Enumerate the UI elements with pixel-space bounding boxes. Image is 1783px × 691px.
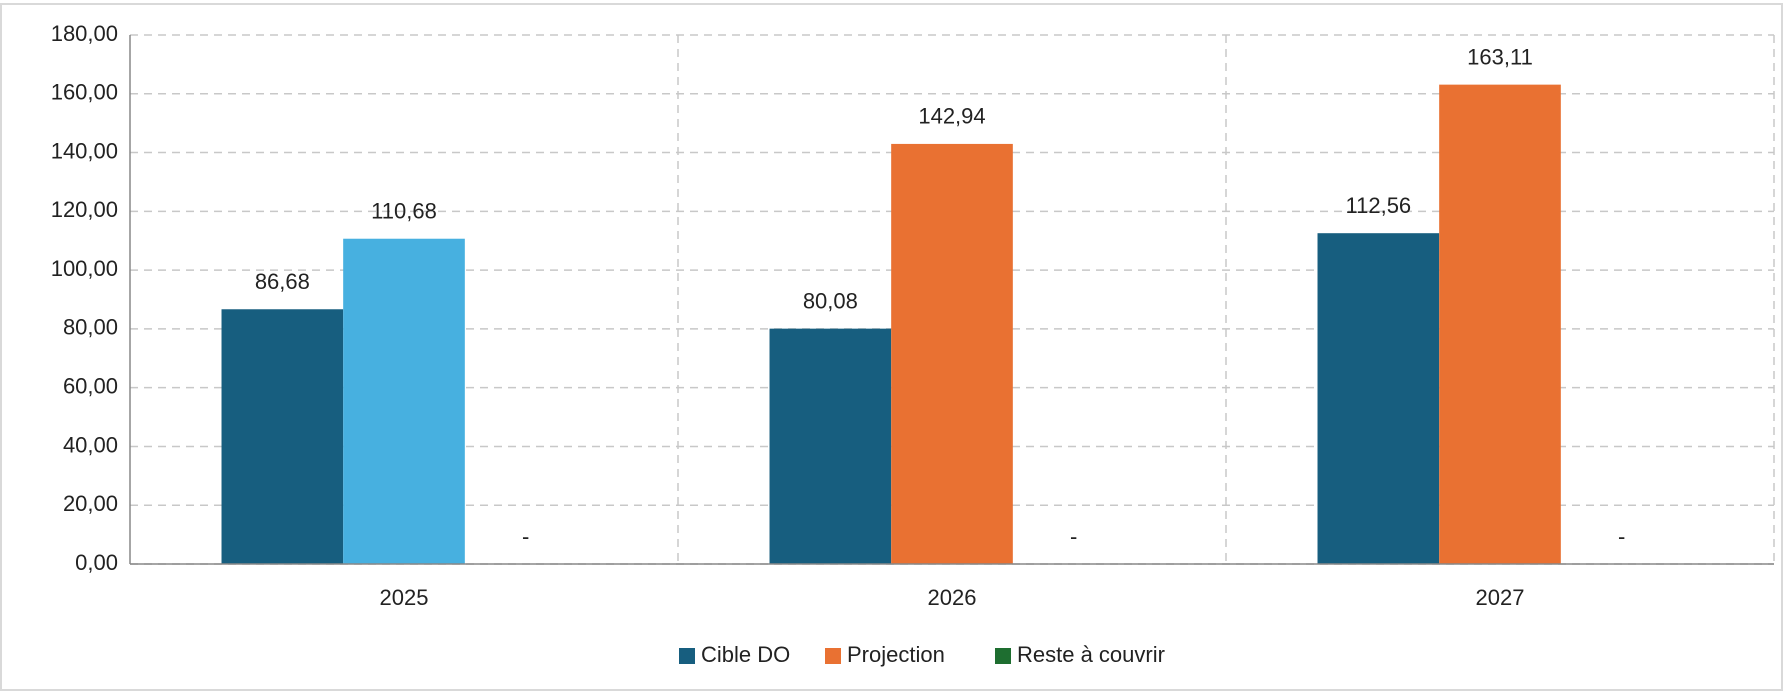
y-tick-label: 60,00 xyxy=(63,373,118,398)
bar xyxy=(769,328,892,564)
y-tick-label: 120,00 xyxy=(51,197,118,222)
x-tick-label: 2025 xyxy=(380,585,429,610)
legend-swatch xyxy=(995,648,1011,664)
y-tick-label: 100,00 xyxy=(51,256,118,281)
legend-swatch xyxy=(825,648,841,664)
value-label: 142,94 xyxy=(918,104,985,129)
value-label: 163,11 xyxy=(1467,44,1533,69)
legend-swatch xyxy=(679,648,695,664)
y-tick-label: 40,00 xyxy=(63,432,118,457)
value-label: 80,08 xyxy=(803,288,858,313)
value-label: - xyxy=(522,524,529,549)
bar xyxy=(1317,233,1440,564)
y-tick-label: 0,00 xyxy=(75,550,118,575)
x-tick-label: 2026 xyxy=(928,585,977,610)
bar xyxy=(221,309,344,564)
x-tick-label: 2027 xyxy=(1476,585,1525,610)
value-label: - xyxy=(1618,524,1625,549)
value-label: - xyxy=(1070,524,1077,549)
bar xyxy=(891,143,1013,564)
bar xyxy=(343,238,465,565)
value-label: 86,68 xyxy=(255,269,310,294)
y-tick-label: 160,00 xyxy=(51,80,118,105)
y-tick-label: 20,00 xyxy=(63,491,118,516)
legend-label: Cible DO xyxy=(701,642,790,667)
y-tick-label: 80,00 xyxy=(63,315,118,340)
legend-label: Reste à couvrir xyxy=(1017,642,1165,667)
value-label: 110,68 xyxy=(371,199,437,224)
y-tick-label: 140,00 xyxy=(51,138,118,163)
bar xyxy=(1439,84,1561,565)
value-label: 112,56 xyxy=(1346,193,1412,218)
y-tick-label: 180,00 xyxy=(51,21,118,46)
legend-label: Projection xyxy=(847,642,945,667)
